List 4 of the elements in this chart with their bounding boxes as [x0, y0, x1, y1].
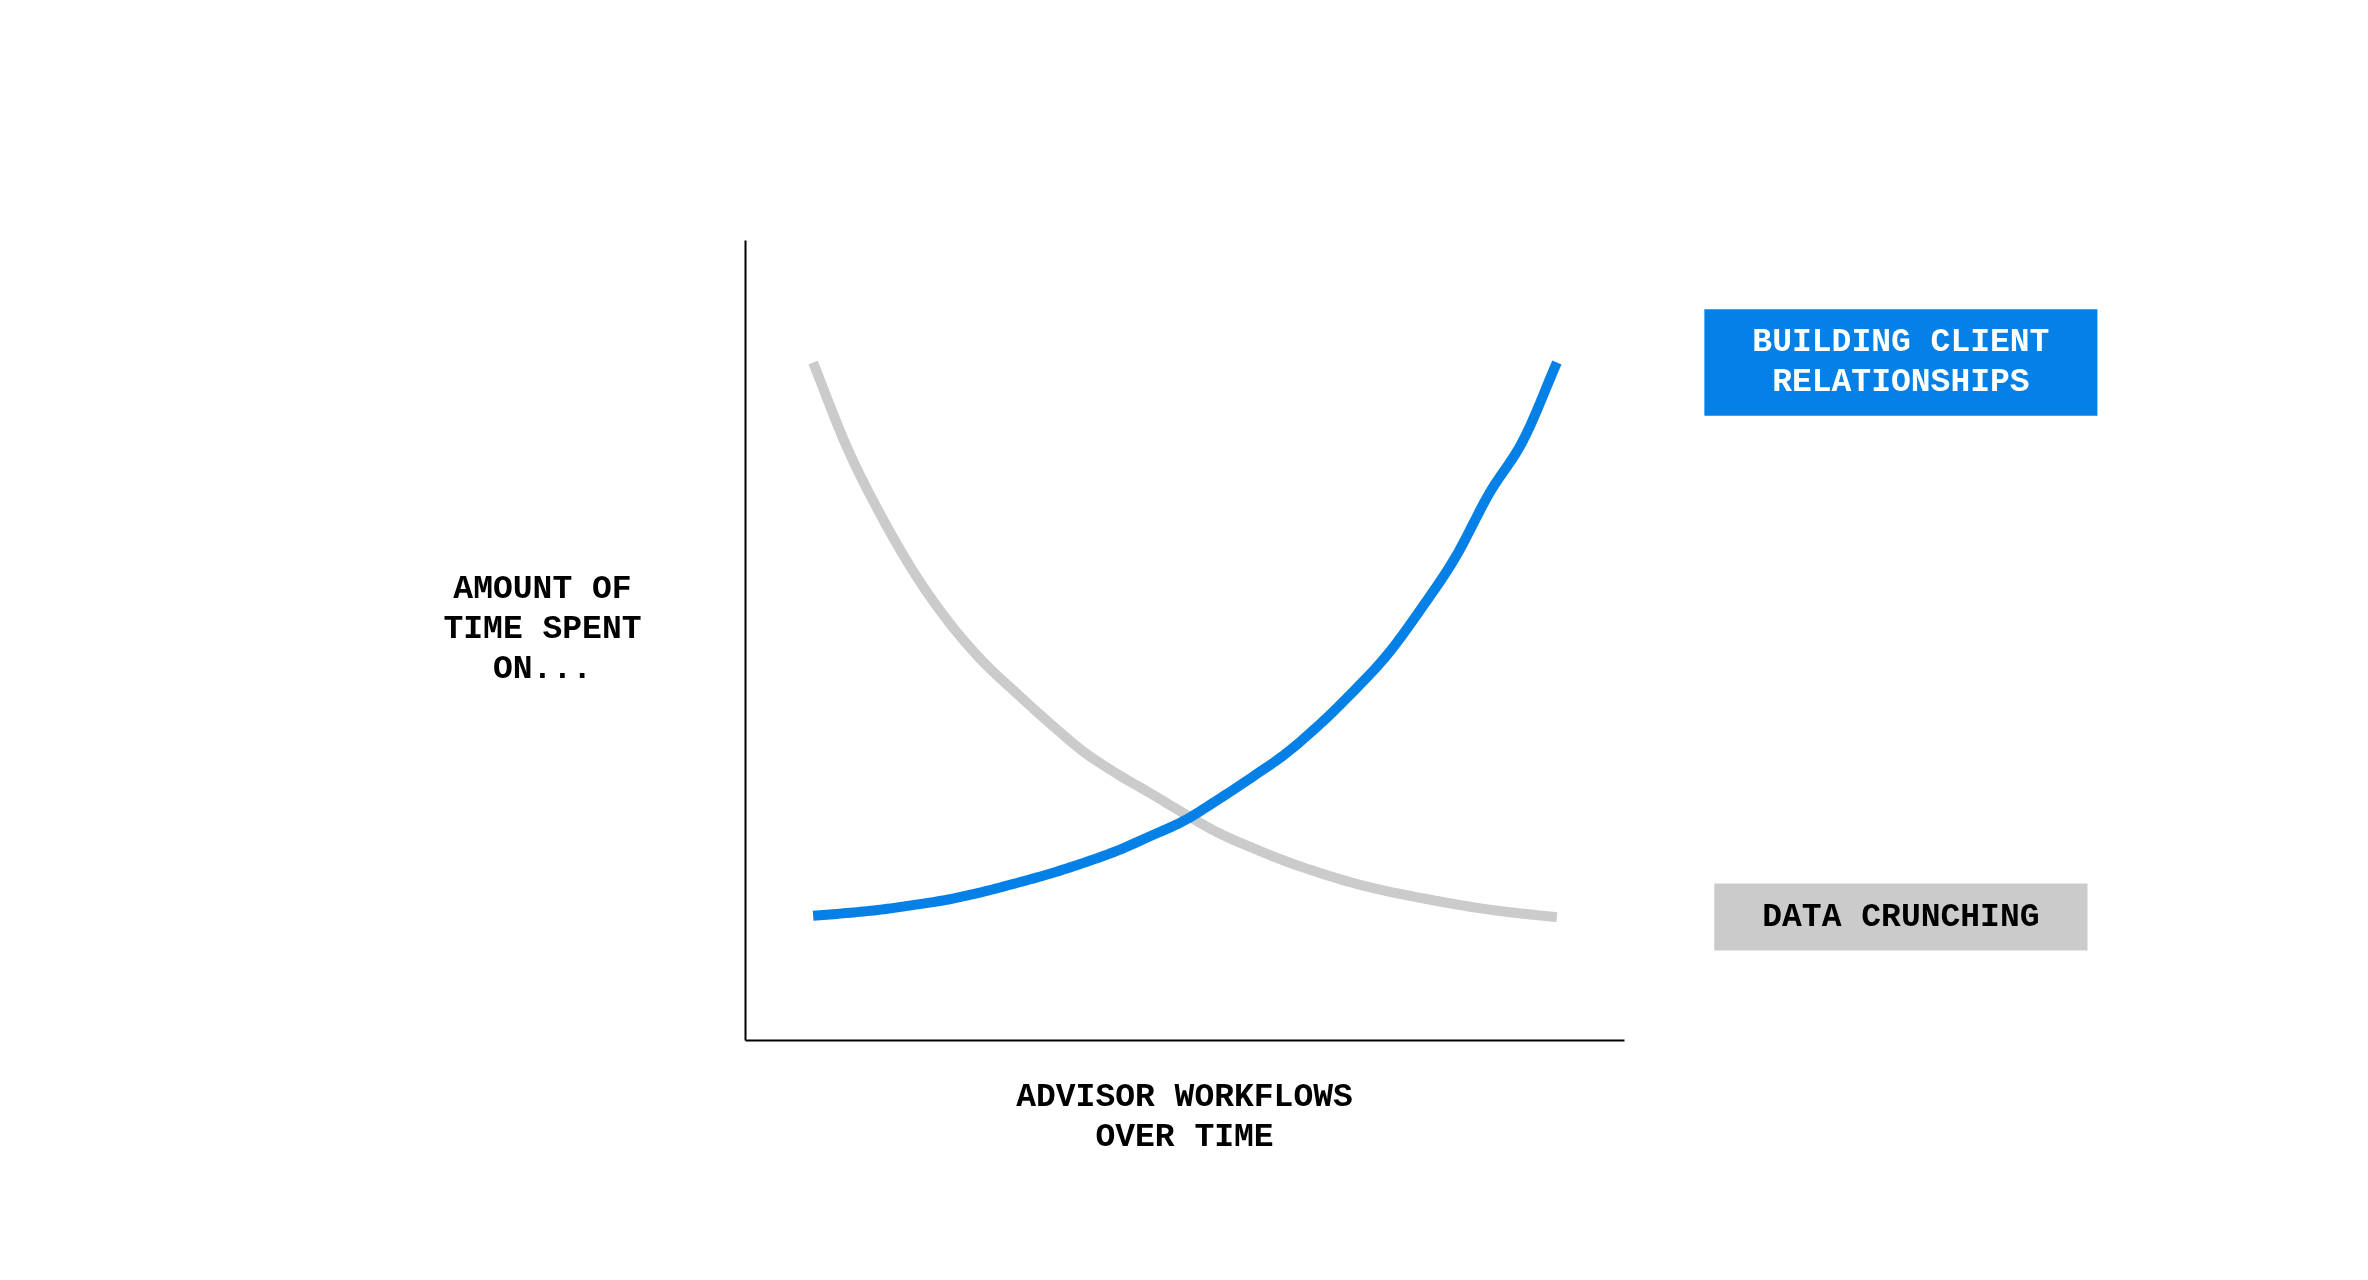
y-axis-title: AMOUNT OF TIME SPENT ON... [443, 571, 642, 688]
text: BUILDING CLIENT RELATIONSHIPS [1752, 324, 2050, 401]
text: DATA CRUNCHING [1762, 898, 2040, 936]
x-axis-title: ADVISOR WORKFLOWS OVER TIME [1016, 1079, 1353, 1156]
